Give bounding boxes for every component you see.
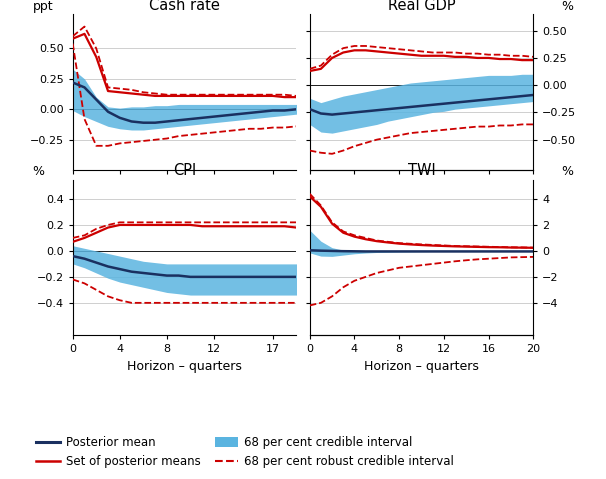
Text: %: %: [33, 165, 44, 178]
Text: %: %: [562, 165, 573, 178]
Title: CPI: CPI: [173, 163, 196, 178]
Title: Cash rate: Cash rate: [149, 0, 220, 13]
X-axis label: Horizon – quarters: Horizon – quarters: [127, 360, 242, 373]
Title: Real GDP: Real GDP: [388, 0, 455, 13]
Text: ppt: ppt: [33, 0, 53, 13]
X-axis label: Horizon – quarters: Horizon – quarters: [364, 360, 479, 373]
Title: TWI: TWI: [408, 163, 435, 178]
Text: %: %: [562, 0, 573, 13]
Legend: Posterior mean, Set of posterior means, 68 per cent credible interval, 68 per ce: Posterior mean, Set of posterior means, …: [36, 436, 454, 468]
